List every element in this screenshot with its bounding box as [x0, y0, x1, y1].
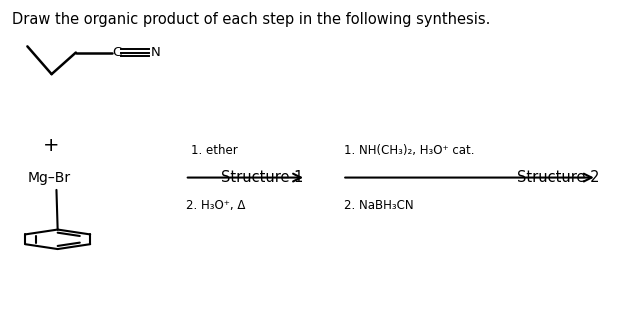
- Text: N: N: [150, 46, 160, 59]
- Text: 2. NaBH₃CN: 2. NaBH₃CN: [344, 199, 414, 212]
- Text: 1. ether: 1. ether: [191, 145, 238, 158]
- Text: C: C: [112, 46, 121, 59]
- Text: Structure 1: Structure 1: [221, 170, 303, 185]
- Text: Draw the organic product of each step in the following synthesis.: Draw the organic product of each step in…: [12, 12, 491, 27]
- Text: Structure 2: Structure 2: [517, 170, 599, 185]
- Text: 2. H₃O⁺, Δ: 2. H₃O⁺, Δ: [186, 199, 245, 212]
- Text: +: +: [43, 136, 60, 155]
- Text: Mg–Br: Mg–Br: [27, 170, 70, 185]
- Text: 1. NH(CH₃)₂, H₃O⁺ cat.: 1. NH(CH₃)₂, H₃O⁺ cat.: [344, 145, 475, 158]
